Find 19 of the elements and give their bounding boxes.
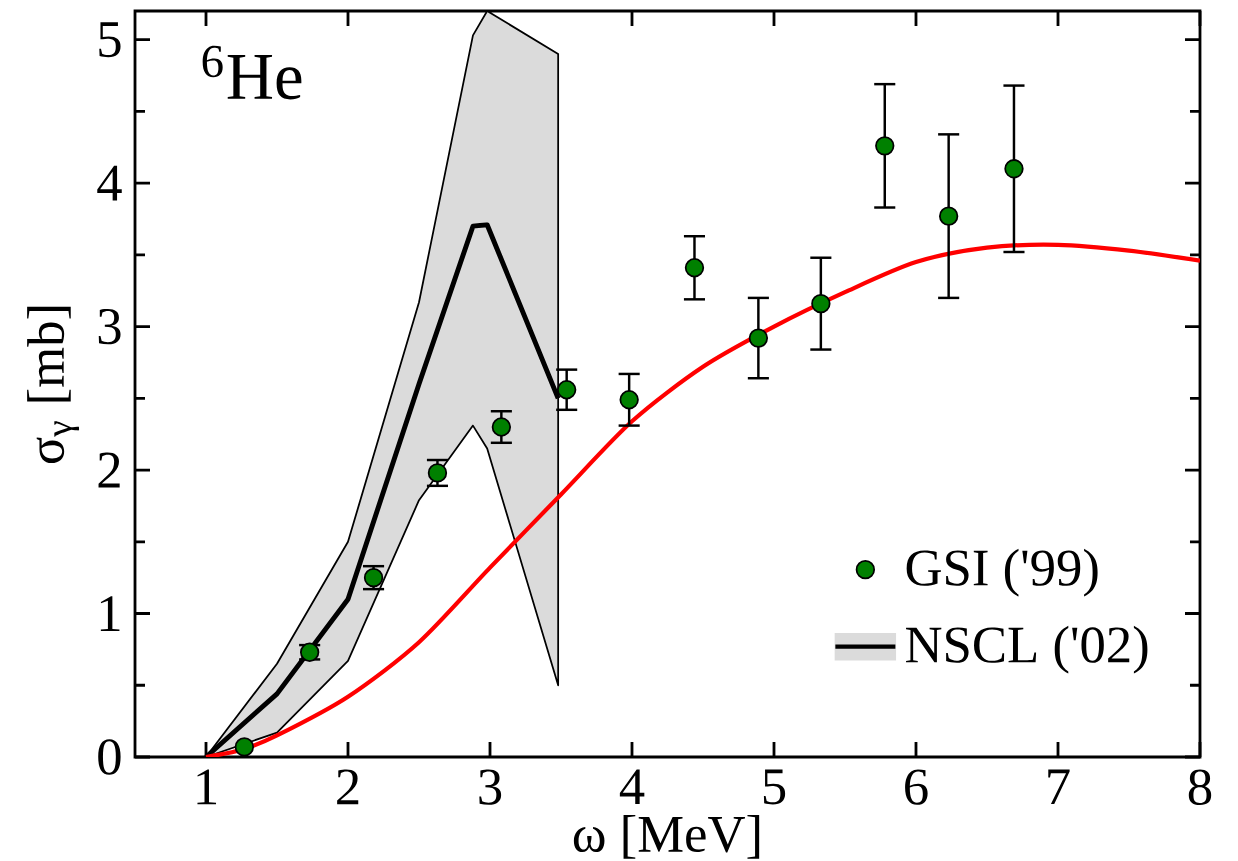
x-tick-label: 6 (905, 769, 928, 805)
x-tick-label: 5 (763, 769, 786, 805)
y-tick-label: 0 (98, 739, 121, 775)
annotation: $^{6}$He (202, 45, 302, 100)
y-tick-label: 4 (97, 165, 122, 201)
y-tick-label: 5 (99, 22, 121, 58)
x-tick-label: 4 (619, 769, 645, 805)
x-tick-label: 8 (1188, 769, 1212, 805)
x-tick-label: 7 (1048, 769, 1070, 804)
legend-label: GSI ('99) (906, 548, 1098, 597)
legend-label: NSCL ('02) (906, 625, 1148, 674)
x-tick-label: 2 (337, 769, 359, 805)
x-axis-title: ω [MeV] (573, 815, 760, 859)
y-tick-label: 3 (98, 308, 121, 345)
y-tick-label: 1 (100, 596, 120, 631)
y-axis-title: σ$_{γ}$ [mb] (27, 306, 80, 464)
x-tick-label: 1 (197, 769, 217, 805)
y-tick-label: 2 (98, 452, 120, 488)
x-tick-label: 3 (479, 769, 502, 805)
